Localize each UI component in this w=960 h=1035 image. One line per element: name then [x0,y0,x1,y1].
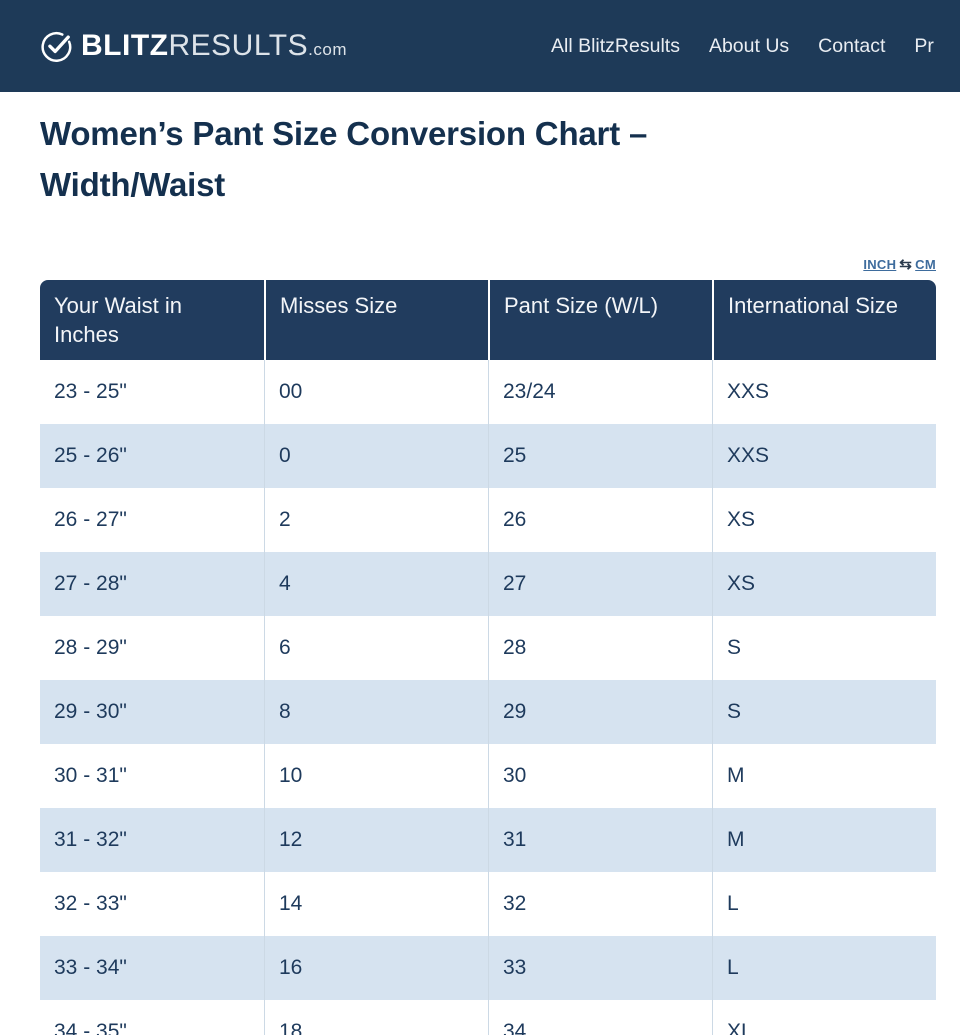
pant-size-conversion-table: Your Waist in Inches Misses Size Pant Si… [40,279,936,1035]
pant-size-cell: 34 [488,1000,712,1035]
blitzresults-logo[interactable]: BLITZRESULTS.com [40,29,347,63]
pant-size-cell: 25 [488,424,712,488]
pant-size-cell: 28 [488,616,712,680]
misses-size-cell: 6 [264,616,488,680]
misses-size-cell: 0 [264,424,488,488]
international-size-cell: L [712,936,936,1000]
pant-size-cell: 32 [488,872,712,936]
table-row: 28 - 29" 6 28 S [40,616,936,680]
international-size-cell: S [712,616,936,680]
unit-toggle: INCH ⇆ CM [40,255,936,273]
waist-cell: 32 - 33" [40,872,264,936]
logo-text-light: RESULTS [168,29,309,62]
column-header-pant-size: Pant Size (W/L) [488,279,712,360]
pant-size-cell: 31 [488,808,712,872]
nav-link-contact[interactable]: Contact [818,34,886,57]
misses-size-cell: 16 [264,936,488,1000]
international-size-cell: L [712,872,936,936]
waist-cell: 25 - 26" [40,424,264,488]
misses-size-cell: 10 [264,744,488,808]
table-row: 32 - 33" 14 32 L [40,872,936,936]
column-header-misses-size: Misses Size [264,279,488,360]
table-row: 33 - 34" 16 33 L [40,936,936,1000]
waist-cell: 33 - 34" [40,936,264,1000]
table-row: 25 - 26" 0 25 XXS [40,424,936,488]
misses-size-cell: 2 [264,488,488,552]
nav-links: All BlitzResults About Us Contact Pr [551,0,934,92]
nav-link-all-blitzresults[interactable]: All BlitzResults [551,34,680,57]
table-row: 23 - 25" 00 23/24 XXS [40,360,936,424]
top-nav-bar: BLITZRESULTS.com All BlitzResults About … [0,0,960,92]
misses-size-cell: 18 [264,1000,488,1035]
waist-cell: 27 - 28" [40,552,264,616]
logo-text-bold: BLITZ [81,29,169,62]
nav-link-privacy-truncated[interactable]: Pr [914,34,934,57]
misses-size-cell: 00 [264,360,488,424]
pant-size-cell: 23/24 [488,360,712,424]
nav-link-about-us[interactable]: About Us [708,34,790,57]
international-size-cell: XXS [712,360,936,424]
table-row: 34 - 35" 18 34 XL [40,1000,936,1035]
cm-link[interactable]: CM [915,256,936,272]
pant-size-cell: 33 [488,936,712,1000]
waist-cell: 29 - 30" [40,680,264,744]
misses-size-cell: 14 [264,872,488,936]
misses-size-cell: 12 [264,808,488,872]
international-size-cell: M [712,744,936,808]
pant-size-cell: 29 [488,680,712,744]
pant-size-cell: 30 [488,744,712,808]
swap-arrows-icon: ⇆ [899,255,913,273]
table-row: 26 - 27" 2 26 XS [40,488,936,552]
international-size-cell: S [712,680,936,744]
international-size-cell: XXS [712,424,936,488]
page-title: Women’s Pant Size Conversion Chart – Wid… [40,115,648,204]
waist-cell: 26 - 27" [40,488,264,552]
misses-size-cell: 8 [264,680,488,744]
waist-cell: 30 - 31" [40,744,264,808]
check-circle-icon [41,31,72,62]
international-size-cell: XS [712,488,936,552]
logo-text-tld: .com [308,40,347,59]
logo-text: BLITZRESULTS.com [81,29,347,63]
table-row: 29 - 30" 8 29 S [40,680,936,744]
international-size-cell: XS [712,552,936,616]
waist-cell: 34 - 35" [40,1000,264,1035]
column-header-waist: Your Waist in Inches [40,279,264,360]
table-row: 27 - 28" 4 27 XS [40,552,936,616]
pant-size-cell: 26 [488,488,712,552]
table-row: 31 - 32" 12 31 M [40,808,936,872]
table-header-row: Your Waist in Inches Misses Size Pant Si… [40,279,936,360]
international-size-cell: M [712,808,936,872]
waist-cell: 28 - 29" [40,616,264,680]
main-content: Women’s Pant Size Conversion Chart – Wid… [40,108,936,1035]
pant-size-cell: 27 [488,552,712,616]
inch-link[interactable]: INCH [863,256,897,272]
column-header-international-size: International Size [712,279,936,360]
international-size-cell: XL [712,1000,936,1035]
waist-cell: 31 - 32" [40,808,264,872]
table-row: 30 - 31" 10 30 M [40,744,936,808]
waist-cell: 23 - 25" [40,360,264,424]
misses-size-cell: 4 [264,552,488,616]
